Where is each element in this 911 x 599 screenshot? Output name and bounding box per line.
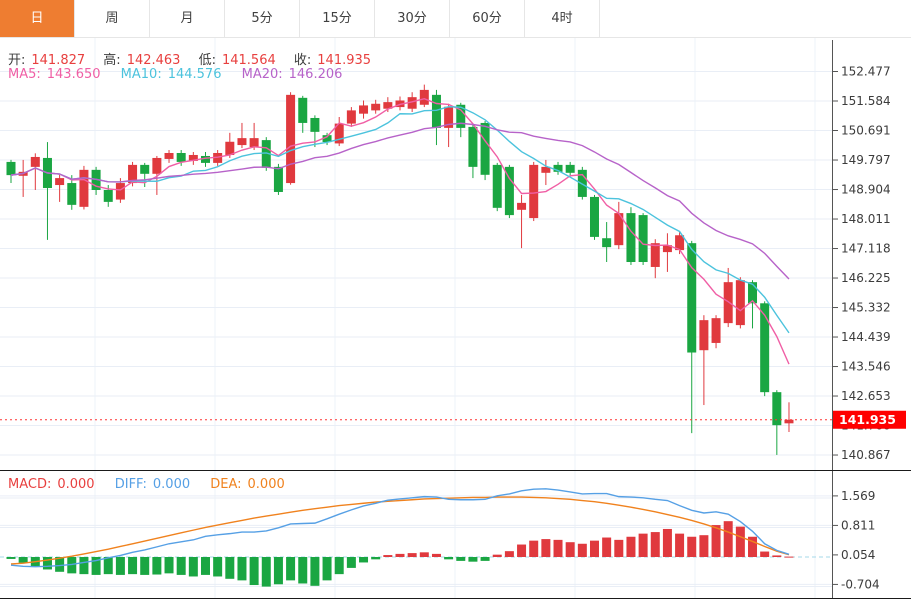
- svg-text:149.797: 149.797: [841, 153, 891, 167]
- tab-2[interactable]: 月: [150, 0, 225, 37]
- candles: [6, 84, 794, 455]
- macd-axis: 1.569 0.811 0.054 -0.704: [832, 470, 880, 599]
- svg-text:1.569: 1.569: [841, 489, 875, 503]
- svg-text:143.546: 143.546: [841, 360, 891, 374]
- candlestick-chart[interactable]: 152.477 151.584 150.691 149.797 148.904 148.0…: [0, 37, 911, 470]
- tab-7[interactable]: 4时: [525, 0, 600, 37]
- svg-text:-0.704: -0.704: [841, 577, 880, 591]
- dea-line: [10, 496, 790, 565]
- svg-text:145.332: 145.332: [841, 301, 891, 315]
- tab-5[interactable]: 30分: [375, 0, 450, 37]
- macd-grid: [0, 470, 832, 599]
- svg-text:140.867: 140.867: [841, 448, 891, 462]
- svg-text:146.225: 146.225: [841, 271, 891, 285]
- svg-text:142.653: 142.653: [841, 389, 891, 403]
- svg-text:148.904: 148.904: [841, 183, 891, 197]
- svg-text:151.584: 151.584: [841, 94, 891, 108]
- tab-3[interactable]: 5分: [225, 0, 300, 37]
- ma5-line: [10, 97, 790, 365]
- tab-0[interactable]: 日: [0, 0, 75, 37]
- macd-chart[interactable]: 1.569 0.811 0.054 -0.704: [0, 470, 911, 599]
- svg-text:148.011: 148.011: [841, 212, 891, 226]
- timeframe-tabbar: 日周月 5分 15分 30分 60分 4时: [0, 0, 911, 38]
- svg-text:152.477: 152.477: [841, 65, 891, 79]
- svg-text:147.118: 147.118: [841, 242, 891, 256]
- price-badge: 141.935: [833, 410, 906, 429]
- tab-4[interactable]: 15分: [300, 0, 375, 37]
- svg-text:141.935: 141.935: [839, 412, 896, 427]
- tab-1[interactable]: 周: [75, 0, 150, 37]
- svg-text:0.811: 0.811: [841, 518, 875, 532]
- ma20-line: [10, 122, 790, 280]
- svg-text:0.054: 0.054: [841, 548, 875, 562]
- tab-6[interactable]: 60分: [450, 0, 525, 37]
- diff-line: [10, 488, 790, 568]
- svg-text:144.439: 144.439: [841, 330, 891, 344]
- macd-bars: [6, 521, 794, 587]
- price-axis: 152.477 151.584 150.691 149.797 148.904 148.0…: [832, 40, 891, 470]
- ma10-line: [10, 106, 790, 334]
- svg-text:150.691: 150.691: [841, 123, 891, 137]
